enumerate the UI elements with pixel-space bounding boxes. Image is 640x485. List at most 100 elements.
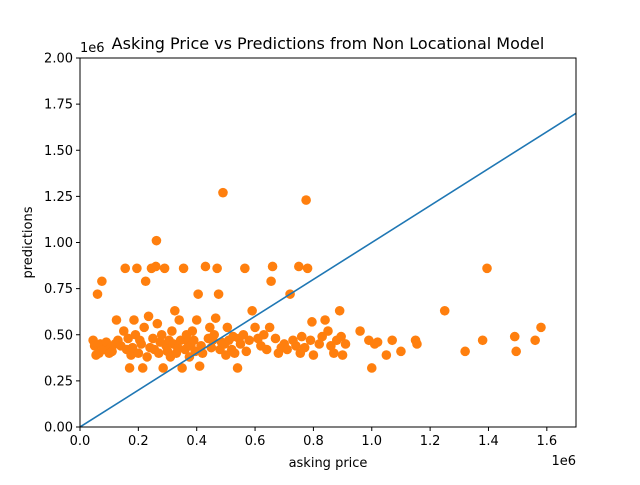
data-point — [334, 305, 345, 316]
data-point — [229, 348, 240, 359]
data-point — [241, 346, 252, 357]
y-tick-label: 0.25 — [44, 374, 73, 389]
data-point — [152, 318, 163, 329]
data-point — [232, 363, 243, 373]
y-tick-label: 0.00 — [44, 421, 73, 436]
data-point — [188, 335, 199, 346]
data-point — [139, 322, 149, 333]
data-point — [291, 341, 301, 351]
data-point — [213, 289, 224, 299]
x-tick-label: 1.0 — [361, 434, 382, 449]
data-point — [107, 346, 117, 357]
data-point — [212, 263, 222, 274]
data-point — [129, 315, 139, 325]
data-point — [158, 363, 168, 373]
data-point — [270, 333, 281, 344]
data-point — [200, 261, 211, 272]
data-point — [305, 335, 316, 346]
data-point — [509, 331, 520, 342]
y-tick-label: 1.25 — [44, 190, 73, 205]
x-tick-label: 1.6 — [536, 434, 557, 449]
data-point — [267, 261, 278, 272]
data-point — [123, 333, 133, 344]
y-tick-label: 2.00 — [44, 52, 73, 67]
data-point — [118, 326, 129, 336]
y-tick-label: 1.00 — [44, 236, 73, 251]
data-point — [259, 329, 269, 340]
data-point — [137, 363, 148, 373]
data-point — [140, 276, 151, 287]
data-point — [387, 335, 397, 346]
x-tick-label: 0.2 — [128, 434, 149, 449]
data-point — [299, 342, 310, 353]
data-point — [133, 348, 144, 359]
data-point — [340, 339, 351, 349]
data-point — [337, 350, 348, 360]
data-point — [159, 263, 170, 274]
data-point — [153, 348, 164, 359]
data-point — [174, 315, 184, 325]
data-point — [178, 263, 189, 274]
data-point — [294, 261, 304, 272]
data-point — [132, 263, 142, 274]
data-point — [266, 276, 276, 287]
data-point — [336, 331, 346, 342]
data-point — [193, 289, 203, 299]
data-point — [177, 363, 187, 373]
data-point — [301, 195, 311, 205]
data-point — [323, 326, 333, 336]
reference-line — [80, 112, 576, 427]
data-point — [460, 346, 470, 357]
data-point — [218, 187, 228, 198]
data-point — [222, 322, 233, 333]
axis-ticks: 0.0 0.2 0.4 0.6 0.8 1.0 1.2 1.4 1.6 0.00 0.25 0.50 0… — [44, 52, 557, 450]
y-axis-offset-label: 1e6 — [80, 41, 105, 56]
y-tick-label: 1.75 — [44, 98, 73, 113]
data-point — [235, 339, 246, 349]
data-point — [477, 335, 488, 346]
data-point — [282, 344, 292, 355]
data-point — [172, 342, 183, 353]
data-point — [261, 344, 272, 355]
data-point — [302, 263, 313, 274]
data-point — [355, 326, 365, 336]
y-tick-label: 0.50 — [44, 328, 73, 343]
data-point — [439, 305, 450, 316]
y-axis-title: predictions — [21, 206, 36, 278]
data-point — [320, 315, 330, 325]
data-point — [366, 363, 377, 373]
data-point — [170, 305, 180, 316]
data-point — [142, 352, 152, 362]
data-point — [124, 363, 135, 373]
plot-marks — [80, 112, 576, 427]
data-point — [187, 326, 198, 336]
data-point — [194, 361, 205, 371]
data-point — [247, 305, 257, 316]
data-point — [156, 329, 167, 340]
data-point — [530, 335, 540, 346]
data-point — [151, 261, 161, 272]
data-point — [148, 333, 158, 344]
data-point — [97, 276, 107, 287]
data-point — [329, 348, 339, 359]
data-point — [92, 289, 103, 299]
data-point — [167, 326, 177, 336]
data-point — [210, 313, 221, 323]
x-tick-label: 0.0 — [70, 434, 91, 449]
chart-title: Asking Price vs Predictions from Non Loc… — [112, 34, 545, 53]
data-point — [511, 346, 521, 357]
data-point — [307, 317, 317, 327]
data-point — [111, 315, 122, 325]
data-point — [396, 346, 406, 357]
x-axis-title: asking price — [289, 456, 368, 471]
data-point — [120, 263, 131, 274]
data-point — [264, 322, 275, 333]
data-point — [482, 263, 492, 274]
data-point — [372, 337, 383, 347]
data-point — [296, 331, 307, 342]
data-point — [308, 350, 319, 360]
data-point — [143, 311, 154, 322]
